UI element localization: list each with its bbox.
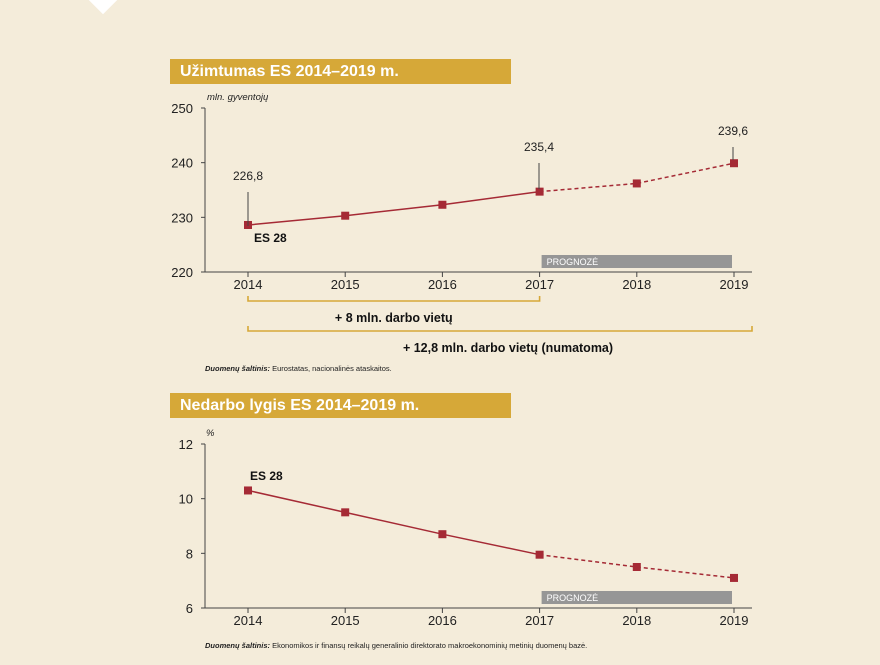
chart1-source: Duomenų šaltinis: Eurostatas, nacionalin… (205, 364, 392, 373)
y-tick-label: 10 (179, 492, 193, 507)
chart2-title: Nedarbo lygis ES 2014–2019 m. (170, 393, 511, 418)
series-line-actual (247, 190, 540, 226)
value-annotation: 235,4 (524, 140, 554, 154)
chart1-title: Užimtumas ES 2014–2019 m. (170, 59, 511, 84)
data-point (535, 187, 544, 196)
series-line-forecast (539, 162, 735, 193)
series-label: ES 28 (250, 469, 283, 483)
chart1-source-text: Eurostatas, nacionalinės ataskaitos. (270, 364, 392, 373)
value-annotation: 239,6 (718, 124, 748, 138)
series-line-actual (247, 489, 540, 556)
bracket-label: + 8 mln. darbo vietų (335, 311, 453, 325)
chart1-source-label: Duomenų šaltinis: (205, 364, 271, 373)
forecast-label: PROGNOZĖ (547, 257, 599, 267)
data-point (341, 508, 350, 517)
bracket (247, 326, 753, 332)
x-tick-label: 2016 (428, 277, 457, 292)
x-tick-label: 2015 (331, 613, 360, 628)
data-point (438, 200, 447, 209)
x-tick-label: 2015 (331, 277, 360, 292)
y-tick-label: 6 (186, 601, 193, 616)
x-tick-label: 2016 (428, 613, 457, 628)
data-point (244, 486, 252, 495)
x-tick-label: 2019 (720, 277, 749, 292)
x-tick-label: 2017 (525, 613, 554, 628)
y-tick-label: 240 (171, 156, 193, 171)
x-tick-label: 2018 (622, 277, 651, 292)
data-point (632, 563, 641, 571)
data-point (632, 179, 641, 188)
y-tick-label: 250 (171, 101, 193, 116)
x-tick-label: 2014 (234, 613, 263, 628)
data-point (535, 550, 544, 559)
y-tick-label: 12 (179, 437, 193, 452)
x-tick-label: 2014 (234, 277, 263, 292)
forecast-label: PROGNOZĖ (547, 593, 599, 603)
y-tick-label: 230 (171, 210, 193, 225)
chart2-source-text: Ekonomikos ir finansų reikalų generalini… (270, 641, 588, 650)
data-point (341, 211, 350, 220)
forecast-bar (541, 591, 732, 604)
x-tick-label: 2017 (525, 277, 554, 292)
series-line-forecast (539, 553, 735, 579)
y-axis-label: % (206, 428, 215, 439)
data-point (730, 159, 738, 168)
y-axis-label: mln. gyventojų (207, 92, 269, 103)
data-point (438, 530, 447, 539)
y-tick-label: 8 (186, 546, 193, 561)
x-tick-label: 2019 (720, 613, 749, 628)
chart2-source: Duomenų šaltinis: Ekonomikos ir finansų … (205, 641, 587, 650)
forecast-bar (541, 255, 732, 268)
value-annotation: 226,8 (233, 169, 263, 183)
x-tick-label: 2018 (622, 613, 651, 628)
data-point (730, 573, 738, 582)
y-tick-label: 220 (171, 265, 193, 280)
bracket (247, 296, 541, 302)
series-label: ES 28 (254, 231, 287, 245)
chart2-source-label: Duomenų šaltinis: (205, 641, 271, 650)
bracket-label: + 12,8 mln. darbo vietų (numatoma) (403, 341, 613, 355)
